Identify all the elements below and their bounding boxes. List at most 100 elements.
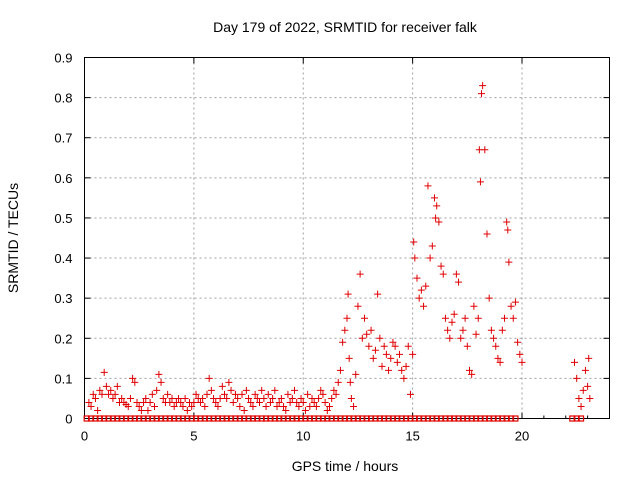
data-point xyxy=(584,382,592,390)
zero-point xyxy=(162,415,169,422)
data-point xyxy=(111,390,119,398)
data-point xyxy=(476,178,484,186)
zero-point xyxy=(433,415,440,422)
data-point xyxy=(393,358,401,366)
zero-point xyxy=(144,415,152,422)
zero-point xyxy=(350,415,357,422)
zero-point xyxy=(573,415,580,422)
y-tick-label: 0.1 xyxy=(54,371,72,386)
data-point xyxy=(345,354,353,362)
zero-point xyxy=(258,415,265,422)
grid-lines xyxy=(84,57,610,419)
data-point xyxy=(346,378,354,386)
data-point xyxy=(376,334,384,342)
data-point xyxy=(501,314,508,322)
data-point xyxy=(437,262,445,270)
data-point xyxy=(485,294,493,302)
x-tick-label: 5 xyxy=(190,429,197,444)
x-axis-label: GPS time / hours xyxy=(292,458,399,474)
data-point xyxy=(179,402,187,410)
zero-point xyxy=(197,415,204,422)
data-point xyxy=(229,398,237,406)
data-point xyxy=(190,398,198,406)
zero-point xyxy=(499,415,506,422)
data-point xyxy=(579,386,587,394)
data-point xyxy=(481,146,489,154)
data-point xyxy=(207,386,215,394)
data-point xyxy=(350,402,358,410)
data-markers xyxy=(85,82,594,414)
data-point xyxy=(205,374,213,382)
data-point xyxy=(334,378,342,386)
zero-point xyxy=(280,415,287,422)
zero-point xyxy=(87,415,95,422)
data-point xyxy=(417,286,425,294)
data-point xyxy=(428,242,436,250)
data-point xyxy=(201,402,209,410)
data-point xyxy=(269,394,277,402)
data-point xyxy=(511,298,519,306)
data-point xyxy=(159,394,167,402)
zero-point xyxy=(359,415,366,422)
data-point xyxy=(504,226,512,234)
data-point xyxy=(286,398,294,406)
zero-point xyxy=(271,415,278,422)
data-point xyxy=(326,402,333,410)
data-point xyxy=(319,390,327,398)
y-axis-label: SRMTID / TECUs xyxy=(5,183,21,293)
zero-point xyxy=(118,415,125,422)
data-point xyxy=(492,342,500,350)
data-point xyxy=(339,338,347,346)
zero-point xyxy=(367,415,375,422)
data-point xyxy=(420,302,428,310)
data-point xyxy=(317,386,325,394)
data-point xyxy=(457,334,465,342)
zero-point xyxy=(346,415,353,422)
data-point xyxy=(264,390,272,398)
data-point xyxy=(332,390,340,398)
data-point xyxy=(581,366,589,374)
data-point xyxy=(441,314,449,322)
data-point xyxy=(426,254,434,262)
y-tick-label: 0.9 xyxy=(54,51,72,66)
zero-point xyxy=(459,415,467,422)
zero-point xyxy=(214,415,222,422)
zero-point xyxy=(315,415,322,422)
data-point xyxy=(369,354,377,362)
zero-point xyxy=(188,415,195,422)
data-point xyxy=(385,366,393,374)
data-point xyxy=(586,394,594,402)
zero-point xyxy=(472,415,480,422)
data-point xyxy=(450,310,458,318)
data-point xyxy=(415,294,423,302)
data-point xyxy=(474,314,482,322)
zero-point xyxy=(468,415,475,422)
zero-point xyxy=(429,415,436,422)
data-point xyxy=(288,394,296,402)
data-point xyxy=(391,342,399,350)
zero-point xyxy=(446,415,453,422)
data-point xyxy=(371,346,379,354)
zero-point xyxy=(381,415,388,422)
data-point xyxy=(87,402,95,410)
data-point xyxy=(470,302,478,310)
data-point xyxy=(210,394,218,402)
x-tick-label: 15 xyxy=(405,429,419,444)
data-point xyxy=(107,386,115,394)
data-point xyxy=(135,402,143,410)
data-point xyxy=(113,382,121,390)
data-point xyxy=(260,394,268,402)
data-point xyxy=(297,394,305,402)
zero-point xyxy=(101,415,108,422)
data-point xyxy=(271,386,279,394)
data-point xyxy=(218,382,226,390)
zero-point xyxy=(420,415,427,422)
data-point xyxy=(518,358,526,366)
data-point xyxy=(240,406,248,414)
data-point xyxy=(343,314,351,322)
data-point xyxy=(98,390,106,398)
data-point xyxy=(144,406,152,414)
zero-point xyxy=(92,415,99,422)
data-point xyxy=(463,342,471,350)
data-point xyxy=(280,402,288,410)
